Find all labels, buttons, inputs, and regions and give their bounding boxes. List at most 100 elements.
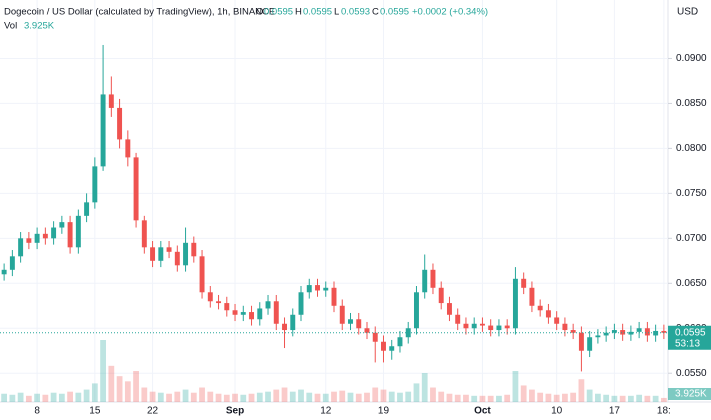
volume-bar (240, 394, 247, 402)
volume-bar (273, 389, 280, 402)
volume-bar (380, 389, 387, 402)
volume-bar (289, 391, 296, 402)
volume-bar (182, 389, 189, 402)
volume-bar (83, 389, 90, 402)
volume-bar (75, 392, 82, 402)
low-value: 0.0593 (341, 7, 370, 18)
candle-body (51, 227, 57, 239)
volume-bar (157, 392, 164, 402)
volume-bar (9, 394, 16, 402)
x-tick-label: 12 (320, 406, 332, 417)
candle-body (240, 312, 246, 315)
volume-bar (545, 393, 552, 402)
candle-body (488, 325, 494, 331)
candle-body (232, 310, 238, 315)
volume-bar (446, 393, 453, 402)
candle-body (562, 323, 568, 331)
candle-body (207, 292, 213, 302)
candle-body (216, 301, 222, 304)
candle-body (653, 330, 659, 336)
currency: USD (677, 7, 698, 18)
volume-bar (512, 371, 519, 402)
candle-body (59, 222, 65, 228)
volume-bar (149, 391, 156, 402)
last-price-label: 0.0595 (675, 327, 706, 338)
x-tick-label: 18: (657, 406, 671, 417)
close-value: 0.0595 (380, 7, 409, 18)
last-volume-label: 3.925K (675, 389, 707, 400)
y-tick-label: 0.0850 (676, 98, 707, 109)
candle-body (644, 328, 650, 336)
volume-bar (471, 395, 478, 402)
candle-body (125, 139, 131, 158)
l-label: L (334, 7, 339, 18)
x-tick-label: 15 (89, 406, 101, 417)
candle-body (34, 233, 40, 243)
volume-bar (660, 397, 667, 402)
volume-bar (388, 391, 395, 402)
volume-bar (438, 391, 445, 402)
candle-body (108, 94, 114, 108)
candle-body (554, 317, 560, 324)
candle-body (290, 314, 296, 331)
symbol-title: Dogecoin / US Dollar (calculated by Trad… (4, 7, 275, 18)
y-tick-label: 0.0550 (676, 368, 707, 379)
volume-bar (504, 394, 511, 402)
volume-bar (207, 391, 214, 402)
candle-body (570, 330, 576, 333)
volume-bar (364, 392, 370, 402)
candle-body (397, 337, 403, 347)
candle-body (438, 287, 444, 304)
y-tick-label: 0.0800 (676, 143, 707, 154)
last-price-box (668, 325, 711, 350)
volume-bar (619, 395, 626, 402)
candle-body (92, 166, 98, 203)
candle-body (496, 325, 502, 331)
volume-bar (42, 394, 49, 402)
candle-body (257, 308, 263, 320)
c-label: C (372, 7, 379, 18)
candle-body (84, 202, 90, 216)
volume-bar (281, 387, 288, 402)
candle-body (413, 292, 419, 329)
candle-body (249, 312, 255, 320)
volume-bar (603, 394, 610, 402)
candle-body (158, 247, 164, 261)
candle-body (1, 269, 7, 275)
x-tick-label: 10 (551, 406, 563, 417)
volume-bar (190, 392, 197, 402)
candle-body (620, 330, 626, 335)
x-tick-label: Oct (474, 406, 491, 417)
volume-bar (256, 392, 263, 402)
volume-bar (578, 379, 585, 402)
o-label: O (256, 7, 263, 18)
h-label: H (295, 7, 302, 18)
volume-bar (100, 340, 106, 402)
high-value: 0.0595 (303, 7, 332, 18)
change-value: +0.0002 (+0.34%) (412, 7, 488, 18)
x-tick-label: 17 (609, 406, 621, 417)
vol-label: Vol (4, 21, 17, 32)
candle-body (455, 314, 461, 324)
volume-bar (413, 383, 420, 402)
y-tick-label: 0.0700 (676, 233, 707, 244)
volume-bar (108, 365, 115, 402)
candle-body (463, 323, 469, 329)
volume-bar (91, 383, 98, 402)
x-tick-label: Sep (226, 406, 244, 417)
candle-body (381, 341, 386, 351)
x-tick-label: 8 (34, 406, 40, 417)
candle-body (331, 287, 337, 306)
volume-bar (553, 394, 560, 402)
candle-body (26, 238, 32, 243)
last-volume-box (668, 388, 711, 400)
candle-body (356, 319, 362, 329)
volume-bar (355, 393, 362, 402)
candle-body (521, 278, 527, 288)
x-tick-label: 22 (147, 406, 159, 417)
volume-bar (430, 387, 436, 402)
candle-body (42, 233, 48, 239)
candle-body (166, 247, 172, 252)
